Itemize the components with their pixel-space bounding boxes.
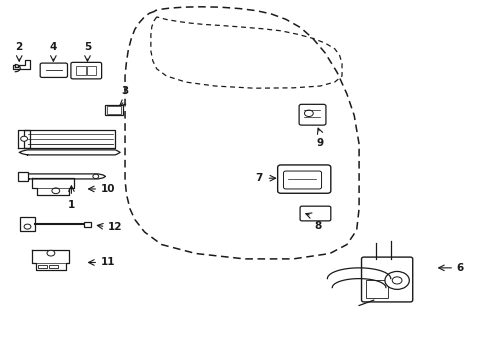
- Text: 1: 1: [68, 201, 75, 211]
- Circle shape: [304, 110, 313, 117]
- Text: 12: 12: [108, 222, 122, 231]
- FancyBboxPatch shape: [71, 62, 102, 79]
- FancyBboxPatch shape: [366, 280, 387, 298]
- Text: 9: 9: [316, 138, 323, 148]
- Text: 7: 7: [255, 173, 262, 183]
- FancyBboxPatch shape: [49, 265, 58, 268]
- Text: 6: 6: [456, 263, 463, 273]
- Text: 5: 5: [84, 42, 91, 51]
- FancyBboxPatch shape: [299, 104, 325, 125]
- Text: 2: 2: [16, 42, 23, 51]
- FancyBboxPatch shape: [283, 171, 321, 189]
- FancyBboxPatch shape: [20, 217, 35, 231]
- FancyBboxPatch shape: [300, 206, 330, 221]
- Text: 10: 10: [101, 184, 115, 194]
- FancyBboxPatch shape: [277, 165, 330, 193]
- Polygon shape: [18, 130, 30, 148]
- FancyBboxPatch shape: [18, 172, 28, 181]
- Circle shape: [52, 188, 60, 194]
- FancyBboxPatch shape: [76, 66, 85, 75]
- Polygon shape: [13, 60, 30, 69]
- Polygon shape: [20, 174, 105, 179]
- Circle shape: [47, 250, 55, 256]
- Circle shape: [24, 224, 31, 229]
- FancyBboxPatch shape: [104, 105, 123, 116]
- Circle shape: [384, 271, 408, 289]
- FancyBboxPatch shape: [38, 265, 47, 268]
- Circle shape: [20, 136, 27, 141]
- Polygon shape: [19, 150, 120, 155]
- FancyBboxPatch shape: [361, 257, 412, 302]
- Circle shape: [93, 174, 99, 179]
- Polygon shape: [32, 249, 69, 270]
- Circle shape: [391, 277, 401, 284]
- Text: 3: 3: [121, 86, 128, 96]
- FancyBboxPatch shape: [87, 66, 96, 75]
- FancyBboxPatch shape: [40, 63, 67, 77]
- FancyBboxPatch shape: [83, 222, 91, 226]
- Polygon shape: [32, 178, 74, 195]
- Polygon shape: [24, 130, 115, 148]
- Text: 4: 4: [50, 42, 57, 51]
- FancyBboxPatch shape: [106, 106, 121, 114]
- Text: 11: 11: [101, 257, 115, 267]
- Text: 8: 8: [314, 221, 321, 230]
